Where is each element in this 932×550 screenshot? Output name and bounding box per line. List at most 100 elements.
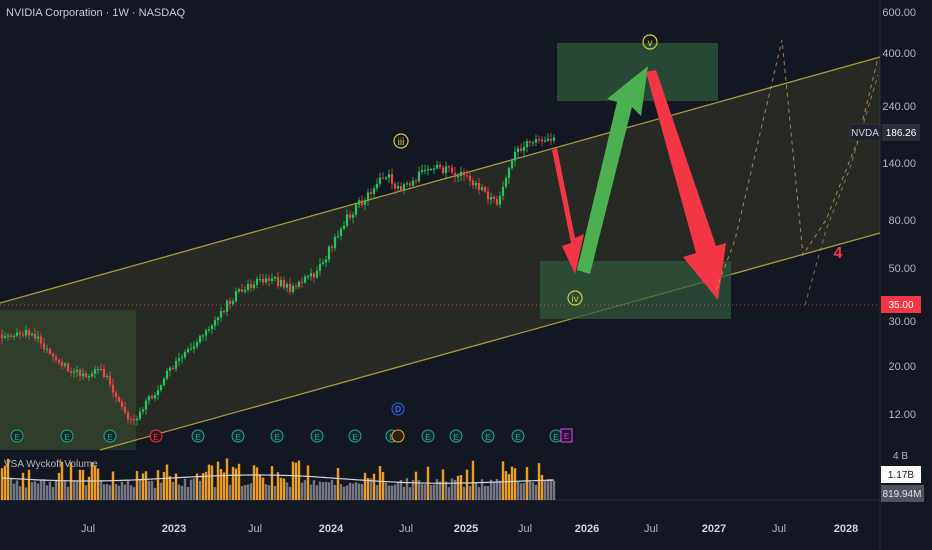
symbol-price-label[interactable]: NVDA 186.26: [849, 123, 920, 142]
candle-body: [510, 160, 514, 169]
earnings-marker[interactable]: [511, 429, 525, 443]
target-price-tag[interactable]: 35.00: [881, 296, 921, 313]
candle-body: [210, 325, 214, 330]
volume-bar: [84, 485, 88, 500]
candle-body: [387, 174, 391, 178]
candle-body: [216, 317, 220, 321]
arrow-down-to-wave-iv[interactable]: [552, 148, 584, 274]
candle-body: [351, 214, 355, 218]
wave-label-v[interactable]: v: [642, 34, 658, 50]
svg-text:819.94M: 819.94M: [883, 489, 922, 500]
candle-body: [396, 185, 400, 189]
volume-average-line: [1, 474, 555, 484]
projection-path-2: [804, 74, 879, 306]
candle-body: [225, 300, 229, 312]
earnings-marker-label: E: [485, 433, 490, 442]
earnings-marker[interactable]: [10, 429, 24, 443]
candle-body: [246, 284, 250, 290]
candle-body: [234, 291, 238, 302]
candle-body: [459, 171, 463, 176]
price-axis[interactable]: 600.00 400.00 240.00 140.00 80.00 50.00 …: [882, 7, 916, 462]
earnings-marker[interactable]: [449, 429, 463, 443]
volume-bar: [459, 475, 463, 500]
volume-bar: [306, 465, 310, 500]
volume-bar: [324, 481, 328, 500]
price-tick: 140.00: [882, 158, 916, 170]
volume-bar: [399, 479, 403, 500]
volume-bar: [63, 481, 67, 500]
candle-body: [381, 177, 385, 179]
channel-fill: [0, 57, 880, 450]
candle-body: [492, 196, 496, 199]
volume-value-tag[interactable]: 1.17B: [881, 466, 921, 483]
candle-body: [462, 171, 466, 176]
earnings-marker[interactable]: [60, 429, 74, 443]
price-tick: 50.00: [888, 263, 916, 275]
last-price-label: 186.26: [886, 128, 917, 139]
candle-body: [120, 401, 124, 407]
volume-bar: [180, 485, 184, 500]
volume-bar: [81, 469, 85, 500]
channel-upper-line[interactable]: [0, 56, 881, 304]
volume-bar: [318, 481, 322, 500]
wave-label-4[interactable]: 4: [834, 245, 843, 262]
candle-body: [363, 200, 367, 205]
volume-bar: [243, 485, 247, 500]
candle-body: [39, 336, 43, 344]
volume-bar: [234, 468, 238, 500]
candle-body: [450, 167, 454, 173]
candle-body: [330, 246, 334, 248]
candle-body: [426, 169, 430, 171]
candle-body: [453, 172, 457, 178]
earnings-marker-label: E: [515, 433, 520, 442]
volume-bar: [138, 478, 142, 500]
earnings-marker[interactable]: [270, 429, 284, 443]
volume-bar: [279, 477, 283, 500]
volume-bar: [489, 479, 493, 500]
channel-lower-line[interactable]: [99, 232, 881, 451]
volume-bar: [24, 487, 28, 500]
volume-bar: [165, 464, 169, 500]
candle-body: [117, 396, 121, 402]
volume-avg-tag[interactable]: 819.94M: [881, 485, 924, 502]
wave-label-iv[interactable]: iv: [567, 290, 583, 306]
volume-bar: [225, 458, 229, 500]
dividend-marker[interactable]: [391, 402, 405, 416]
earnings-marker[interactable]: [421, 429, 435, 443]
volume-bar: [147, 481, 151, 500]
volume-bar: [162, 472, 166, 500]
time-axis[interactable]: Jul 2023 Jul 2024 Jul 2025 Jul 2026 Jul …: [81, 523, 858, 535]
earnings-marker[interactable]: [103, 429, 117, 443]
candle-body: [231, 301, 235, 304]
volume-bar: [528, 480, 532, 500]
candle-body: [489, 196, 493, 200]
volume-bar: [93, 465, 97, 500]
candle-body: [48, 348, 52, 355]
time-tick: 2025: [454, 523, 478, 535]
candle-body: [375, 183, 379, 189]
dividend-dollar-marker[interactable]: [391, 429, 405, 443]
candle-body: [258, 278, 262, 280]
time-tick: 2027: [702, 523, 726, 535]
upcoming-earnings-marker[interactable]: [560, 428, 573, 443]
wave-label-iii[interactable]: iii: [393, 133, 409, 149]
volume-bars: [0, 458, 556, 500]
earnings-marker[interactable]: [310, 429, 324, 443]
chart-title[interactable]: NVIDIA Corporation · 1W · NASDAQ: [6, 7, 186, 19]
volume-bar: [390, 485, 394, 500]
earnings-marker[interactable]: [231, 429, 245, 443]
arrow-up-to-wave-v[interactable]: [577, 66, 648, 274]
volume-bar: [435, 479, 439, 500]
candle-body: [315, 271, 319, 278]
earnings-marker[interactable]: [191, 429, 205, 443]
candle-body: [468, 175, 472, 181]
earnings-marker[interactable]: [348, 429, 362, 443]
volume-indicator-name[interactable]: VSA Wyckoff Volume: [4, 459, 98, 470]
earnings-marker[interactable]: [481, 429, 495, 443]
earnings-marker[interactable]: [149, 429, 163, 443]
volume-bar: [189, 479, 193, 500]
event-markers[interactable]: EEEEEEEEEEEEEEEDE: [10, 402, 573, 443]
volume-bar: [291, 461, 295, 500]
arrow-down-to-lower-target[interactable]: [646, 70, 726, 300]
